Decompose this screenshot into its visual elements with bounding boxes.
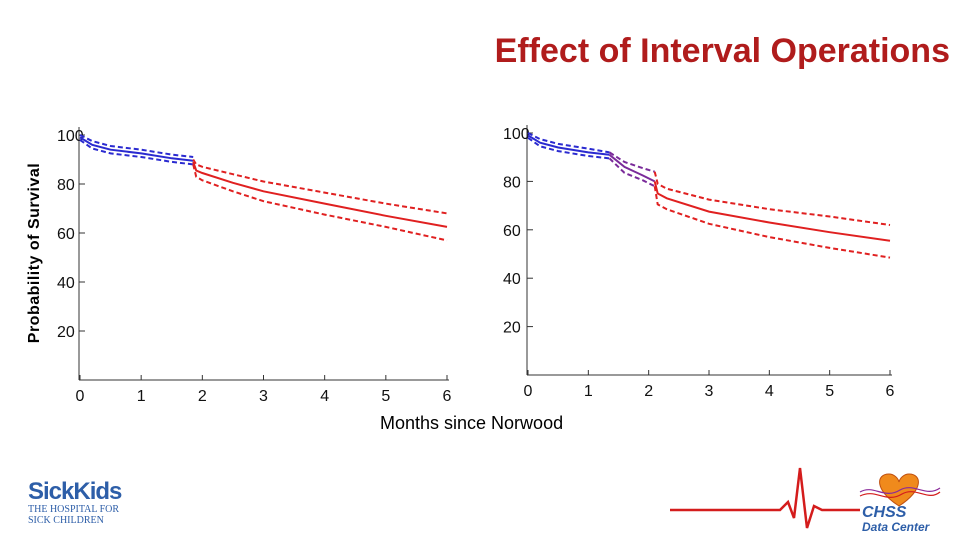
chss-logo-main: CHSS — [862, 504, 907, 521]
sickkids-logo-sub2: SICK CHILDREN — [28, 515, 104, 526]
y-tick-label-left: 60 — [57, 226, 75, 243]
series-line-right-5 — [608, 157, 656, 188]
y-tick-label-right: 100 — [503, 126, 530, 143]
series-line-right-3 — [608, 154, 656, 183]
series-line-right-2 — [527, 136, 610, 160]
slide-title: Effect of Interval Operations — [494, 32, 950, 70]
chss-logo: CHSS Data Center — [854, 470, 944, 536]
sickkids-logo-sub1: THE HOSPITAL FOR — [28, 504, 120, 515]
sickkids-logo: SickKids THE HOSPITAL FOR SICK CHILDREN — [28, 478, 122, 527]
heart-icon — [859, 473, 941, 507]
series-line-right-4 — [608, 151, 655, 173]
y-tick-label-left: 100 — [57, 128, 84, 145]
x-tick-label-right: 5 — [825, 383, 834, 400]
x-tick-label-right: 3 — [705, 383, 714, 400]
x-tick-label-left: 1 — [137, 388, 146, 405]
series-line-right-6 — [653, 181, 891, 242]
y-tick-label-right: 40 — [503, 271, 521, 288]
y-tick-label-left: 20 — [57, 324, 75, 341]
series-line-right-1 — [527, 132, 610, 154]
x-tick-label-right: 1 — [584, 383, 593, 400]
x-tick-label-left: 4 — [320, 388, 329, 405]
x-tick-label-right: 4 — [765, 383, 774, 400]
x-axis-label: Months since Norwood — [380, 413, 564, 433]
series-line-left-4 — [192, 158, 448, 215]
series-line-right-0 — [527, 134, 610, 156]
series-line-right-8 — [653, 186, 891, 259]
x-tick-label-right: 6 — [886, 383, 895, 400]
y-tick-label-right: 60 — [503, 223, 521, 240]
y-tick-label-right: 80 — [503, 174, 521, 191]
ecg-trace-icon — [670, 467, 860, 529]
x-tick-label-right: 2 — [644, 383, 653, 400]
x-tick-label-left: 2 — [198, 388, 207, 405]
y-tick-label-left: 40 — [57, 275, 75, 292]
series-line-left-0 — [79, 136, 194, 162]
x-tick-label-left: 5 — [381, 388, 390, 405]
series-line-left-5 — [192, 164, 448, 242]
series-line-right-7 — [653, 171, 891, 226]
chss-logo-sub: Data Center — [862, 520, 930, 534]
x-tick-label-right: 0 — [524, 383, 533, 400]
y-tick-label-left: 80 — [57, 177, 75, 194]
x-tick-label-left: 3 — [259, 388, 268, 405]
x-tick-label-left: 0 — [76, 388, 85, 405]
y-tick-label-right: 20 — [503, 320, 521, 337]
series-line-left-2 — [79, 139, 194, 166]
series-line-left-1 — [79, 134, 194, 158]
sickkids-logo-main: SickKids — [28, 478, 122, 505]
x-tick-label-left: 6 — [443, 388, 452, 405]
series-line-left-3 — [192, 161, 448, 228]
